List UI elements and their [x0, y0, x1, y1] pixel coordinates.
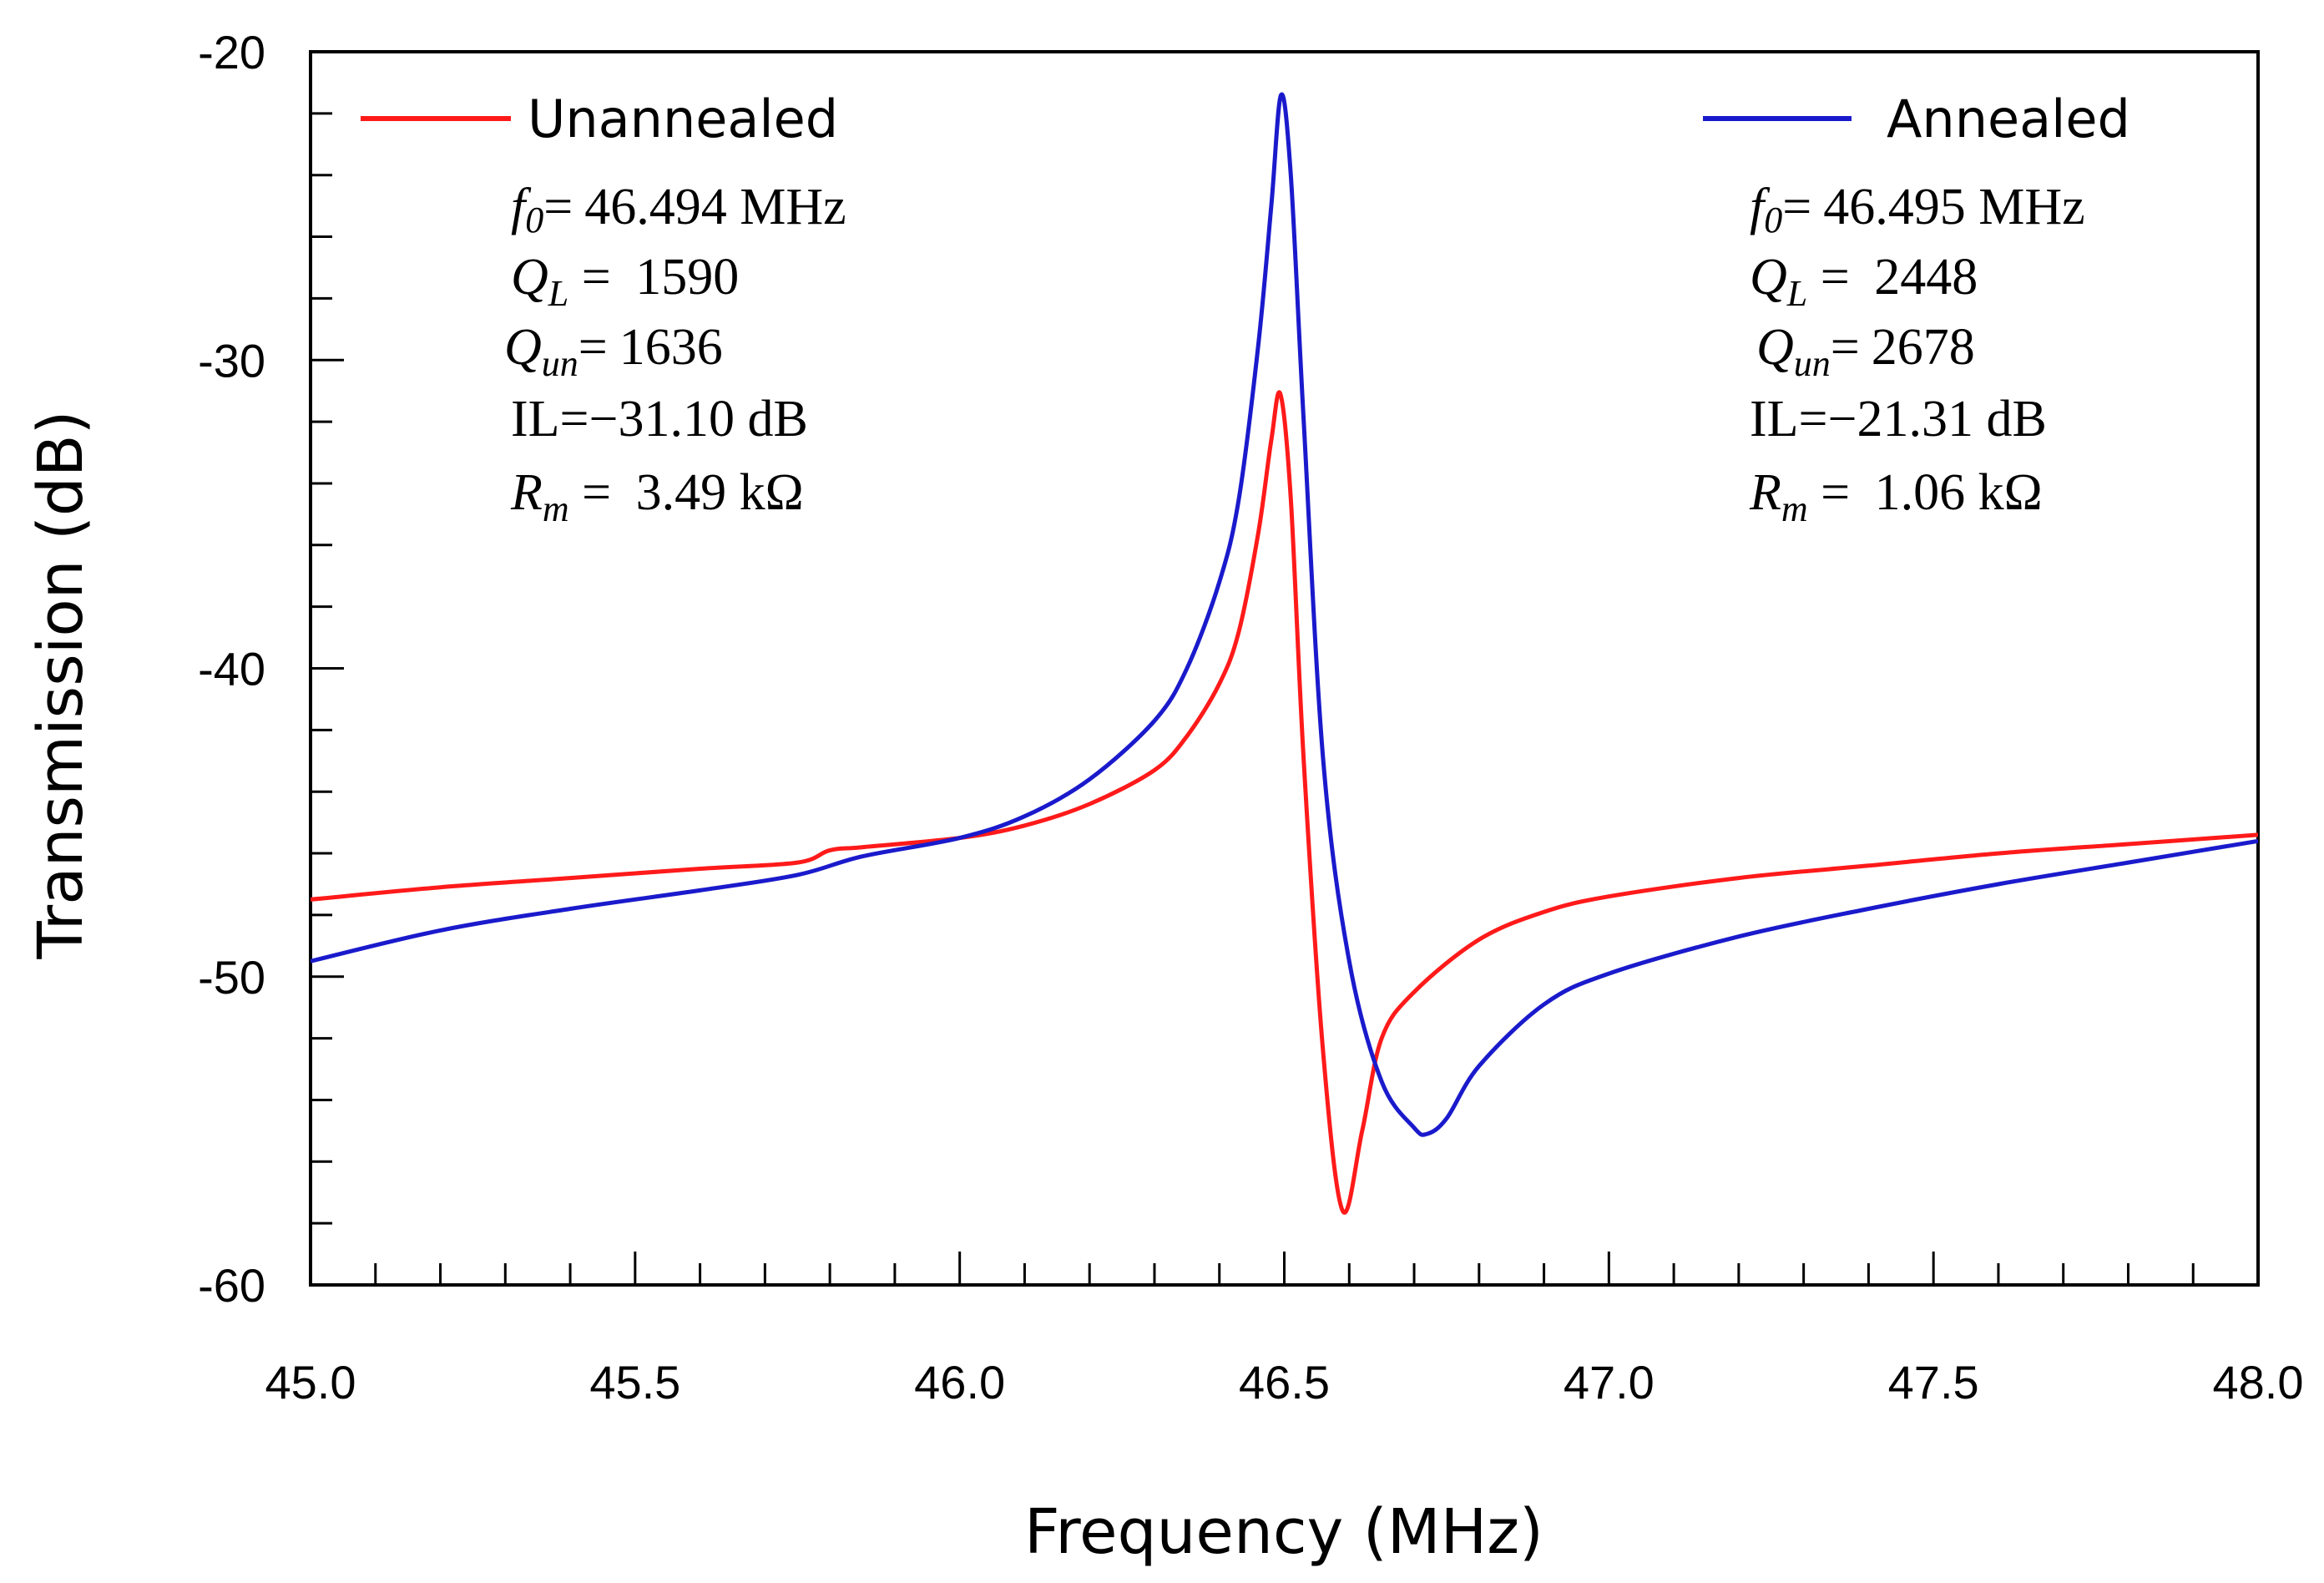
x-tick-label: 48.0	[2213, 1356, 2304, 1409]
annotation-rm: Rm = 1.06 kΩ	[1749, 464, 2043, 529]
y-tick-label: -30	[198, 334, 265, 387]
y-axis-title: Transmission (dB)	[25, 410, 97, 959]
annotations-annealed: f0= 46.495 MHz QL = 2448 Qun= 2678 IL=−21.…	[1749, 179, 2085, 529]
annotation-f0: f0= 46.495 MHz	[1750, 179, 2085, 240]
x-tick-label: 47.5	[1888, 1356, 1979, 1409]
legend-label-unannealed: Unannealed	[528, 89, 838, 149]
legend-annealed: Annealed	[1703, 89, 2130, 149]
y-tick-label: -20	[198, 26, 265, 78]
annotation-qun: Qun= 2678	[1756, 319, 1975, 384]
x-tick-label: 46.5	[1239, 1356, 1330, 1409]
series-line-annealed	[311, 92, 2258, 1137]
y-tick-labels: -20 -30 -40 -50 -60	[198, 26, 265, 1312]
annotation-ql: QL = 1590	[511, 249, 739, 314]
x-tick-label: 45.5	[589, 1356, 680, 1409]
annotation-rm: Rm = 3.49 kΩ	[510, 464, 804, 529]
y-tick-label: -60	[198, 1259, 265, 1312]
annotation-il: IL=−31.10 dB	[511, 391, 808, 448]
annotation-ql: QL = 2448	[1750, 249, 1978, 314]
annotation-f0: f0= 46.494 MHz	[511, 179, 846, 240]
x-tick-label: 47.0	[1564, 1356, 1655, 1409]
legend-label-annealed: Annealed	[1887, 89, 2130, 149]
x-tick-label: 45.0	[265, 1356, 356, 1409]
annotation-il: IL=−21.31 dB	[1750, 391, 2047, 448]
annotations-unannealed: f0= 46.494 MHz QL = 1590 Qun= 1636 IL=−31.…	[504, 179, 846, 529]
y-tick-label: -40	[198, 643, 265, 695]
y-tick-label: -50	[198, 951, 265, 1004]
x-tick-label: 46.0	[914, 1356, 1005, 1409]
plot-frame	[309, 50, 2260, 1287]
annotation-qun: Qun= 1636	[504, 319, 723, 384]
legend-unannealed: Unannealed	[361, 89, 838, 149]
series-line-unannealed	[311, 390, 2258, 1215]
x-tick-labels: 45.0 45.5 46.0 46.5 47.0 47.5 48.0	[265, 1356, 2304, 1409]
axis-ticks	[309, 50, 2260, 1287]
x-axis-title: Frequency (MHz)	[1024, 1496, 1543, 1568]
